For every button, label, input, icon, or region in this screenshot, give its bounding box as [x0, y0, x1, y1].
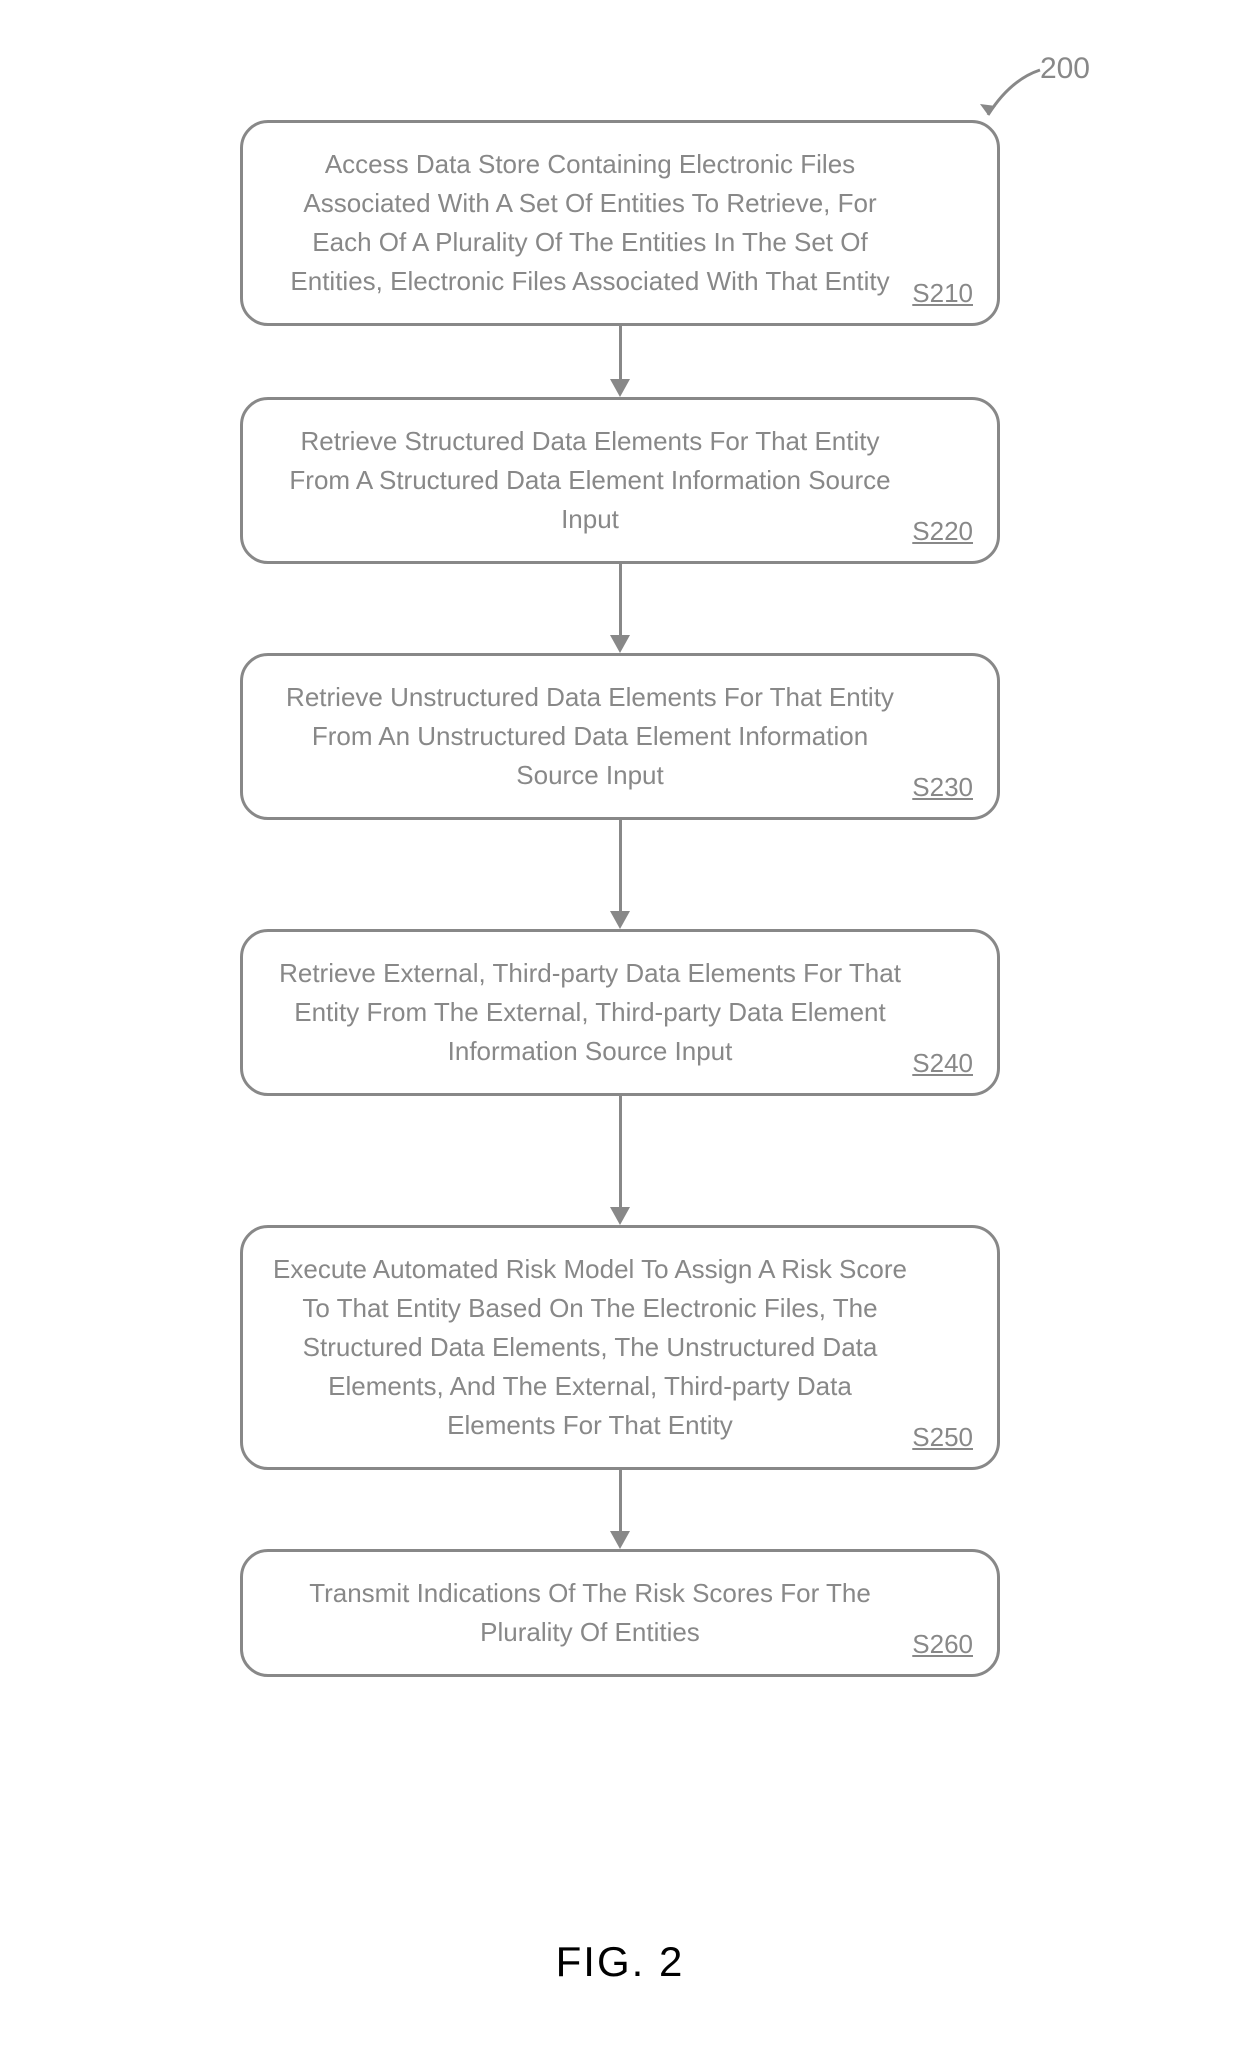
- flowchart-container: Access Data Store Containing Electronic …: [240, 120, 1000, 1677]
- flow-step-id: S220: [912, 516, 973, 547]
- flow-step-id: S250: [912, 1422, 973, 1453]
- flow-step-s250: Execute Automated Risk Model To Assign A…: [240, 1225, 1000, 1470]
- flow-step-id: S230: [912, 772, 973, 803]
- figure-label: FIG. 2: [556, 1938, 685, 1986]
- flow-step-text: Retrieve Structured Data Elements For Th…: [273, 422, 907, 539]
- flow-step-text: Execute Automated Risk Model To Assign A…: [273, 1250, 907, 1445]
- flow-arrow: [610, 820, 630, 929]
- flow-arrow: [610, 1470, 630, 1549]
- arrow-head-icon: [610, 635, 630, 653]
- flow-step-id: S210: [912, 278, 973, 309]
- flow-step-s230: Retrieve Unstructured Data Elements For …: [240, 653, 1000, 820]
- arrow-line: [619, 326, 622, 380]
- flow-step-text: Retrieve Unstructured Data Elements For …: [273, 678, 907, 795]
- arrow-head-icon: [610, 1207, 630, 1225]
- arrow-line: [619, 1096, 622, 1208]
- arrow-line: [619, 564, 622, 636]
- flow-step-s210: Access Data Store Containing Electronic …: [240, 120, 1000, 326]
- flow-step-s240: Retrieve External, Third-party Data Elem…: [240, 929, 1000, 1096]
- arrow-head-icon: [610, 911, 630, 929]
- flow-step-s220: Retrieve Structured Data Elements For Th…: [240, 397, 1000, 564]
- flow-step-text: Access Data Store Containing Electronic …: [273, 145, 907, 301]
- flow-step-text: Transmit Indications Of The Risk Scores …: [273, 1574, 907, 1652]
- arrow-head-icon: [610, 1531, 630, 1549]
- flow-arrow: [610, 564, 630, 653]
- arrow-line: [619, 820, 622, 912]
- flow-step-id: S240: [912, 1048, 973, 1079]
- flow-step-id: S260: [912, 1629, 973, 1660]
- flow-step-s260: Transmit Indications Of The Risk Scores …: [240, 1549, 1000, 1677]
- flow-step-text: Retrieve External, Third-party Data Elem…: [273, 954, 907, 1071]
- flow-arrow: [610, 1096, 630, 1225]
- flow-arrow: [610, 326, 630, 397]
- arrow-line: [619, 1470, 622, 1532]
- arrow-head-icon: [610, 379, 630, 397]
